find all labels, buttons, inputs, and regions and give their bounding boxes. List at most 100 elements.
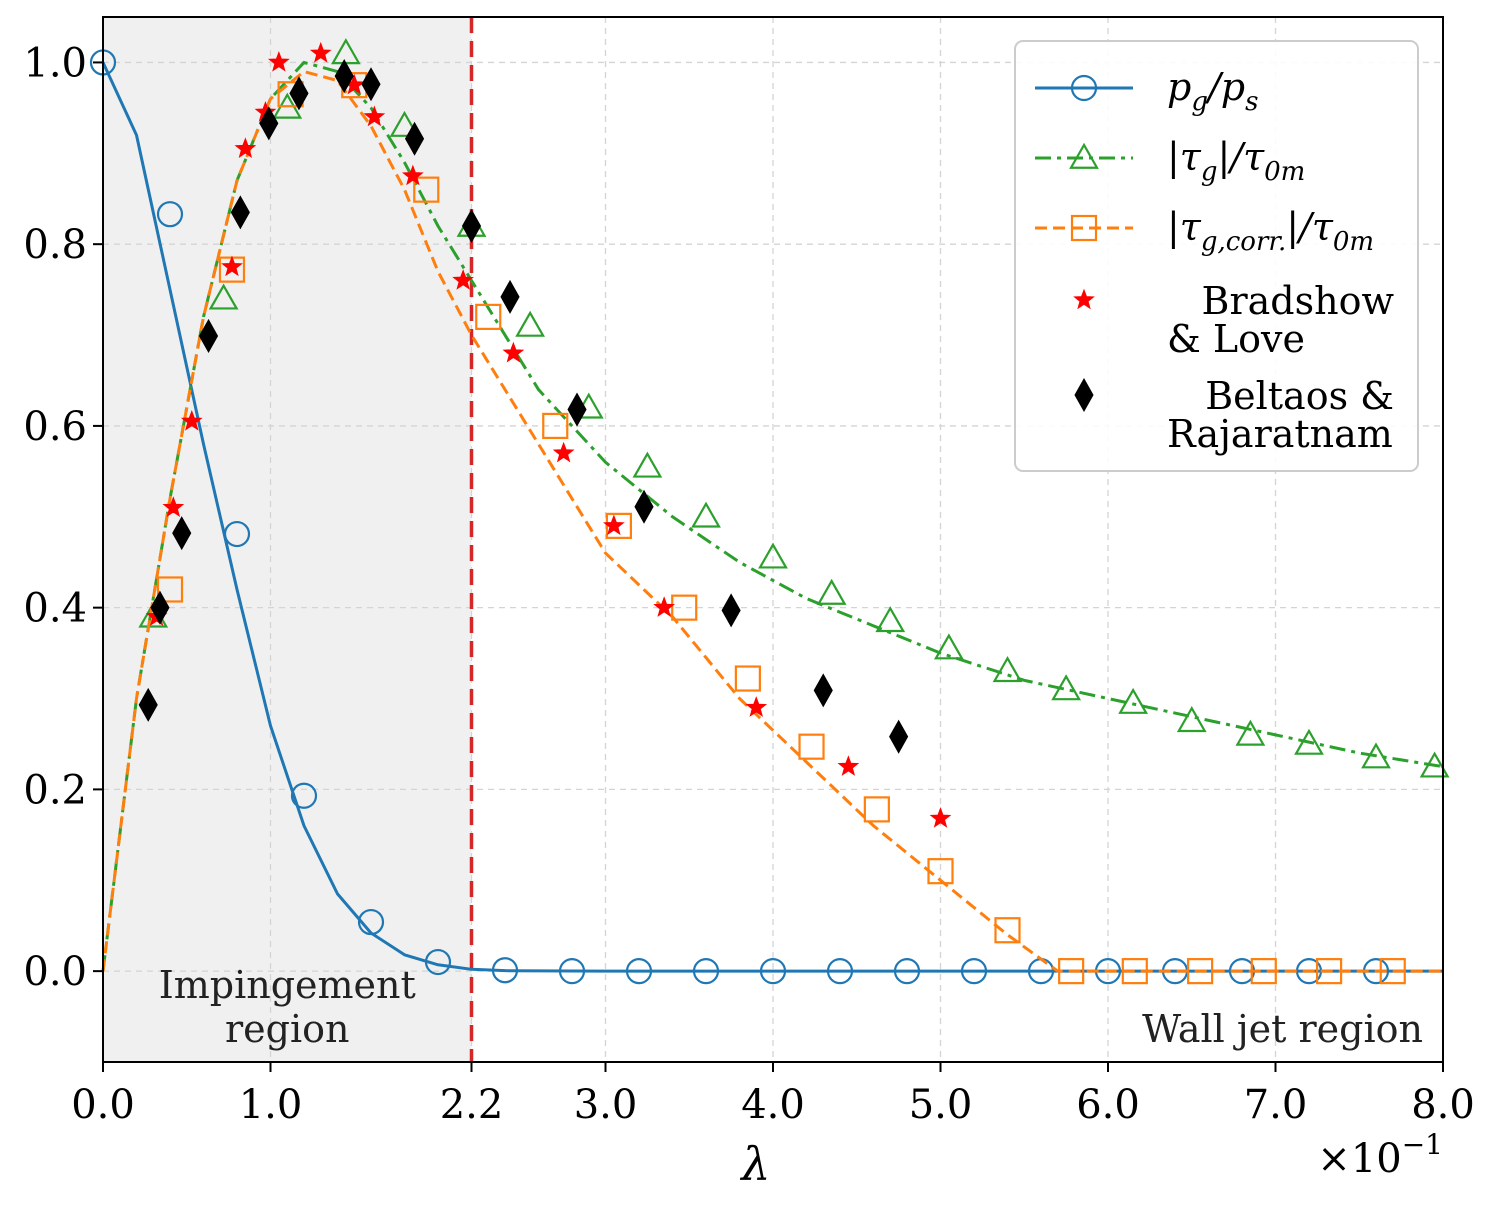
data-point-beltaos_rajaratnam (172, 516, 192, 551)
data-point-beltaos_rajaratnam (567, 392, 587, 427)
data-point-tau_g_corr (1315, 958, 1343, 985)
legend-marker-tau_g_corr (1070, 214, 1098, 242)
axis-ticks: 0.0 1.0 2.2 3.0 4.0 5.0 6.0 7.0 8.0 0.0 0.2 0.4 0.6 0… (23, 40, 1474, 1128)
legend-label-part: |/τ (1217, 135, 1265, 179)
data-point-beltaos_rajaratnam (461, 208, 482, 244)
data-point-beltaos_rajaratnam (198, 318, 219, 353)
data-point-tau_g_corr (475, 303, 502, 330)
data-point-tau_g_corr (156, 576, 184, 603)
y-tick-label: 0.6 (23, 404, 87, 450)
data-point-tau_g (208, 283, 239, 310)
x-axis-label: λ (739, 1137, 770, 1191)
data-point-tau_g_corr (798, 733, 825, 760)
x-axis-scale-note: ×10−1 (1317, 1128, 1443, 1182)
data-point-tau_g (1235, 719, 1266, 746)
data-point-pg_ps (558, 958, 586, 985)
data-point-tau_g (1118, 687, 1149, 714)
data-point-beltaos_rajaratnam (230, 195, 250, 230)
data-point-tau_g_corr (1121, 958, 1148, 985)
data-point-bradshow_love (234, 137, 257, 159)
data-point-pg_ps (826, 958, 854, 985)
data-point-pg_ps (290, 782, 318, 809)
data-point-tau_g_corr (542, 412, 569, 440)
series-line-tau_g (101, 60, 1444, 972)
data-point-beltaos_rajaratnam (289, 76, 309, 111)
data-point-bradshow_love (837, 755, 860, 776)
data-point-beltaos_rajaratnam (721, 593, 741, 628)
data-point-tau_g (875, 606, 906, 633)
data-point-pg_ps (960, 958, 988, 985)
data-point-pg_ps (491, 957, 519, 984)
y-tick-label: 1.0 (23, 40, 87, 86)
data-point-pg_ps (893, 958, 921, 985)
y-tick-label: 0.8 (23, 222, 87, 268)
data-point-tau_g (1294, 728, 1324, 755)
data-point-tau_g (1361, 742, 1391, 769)
x-tick-label: 8.0 (1411, 1082, 1475, 1128)
data-point-bradshow_love (502, 341, 525, 363)
legend-label-beltaos_rajaratnam: Beltaos & (1205, 374, 1394, 418)
data-point-bradshow_love (402, 164, 424, 186)
data-point-beltaos_rajaratnam (889, 719, 909, 754)
data-point-beltaos_rajaratnam (404, 121, 425, 156)
legend-label-part: |τ (1167, 135, 1202, 179)
data-point-tau_g (691, 501, 721, 528)
legend-label-part: |τ (1167, 205, 1202, 249)
data-point-tau_g_corr (1379, 958, 1406, 985)
data-point-beltaos_rajaratnam (334, 59, 354, 94)
data-point-pg_ps (156, 201, 184, 228)
legend-label-sub: 0m (1333, 227, 1374, 257)
legend-label-pg_ps: pg/ps (1167, 65, 1258, 117)
x-axis-scale-exponent: −1 (1402, 1128, 1443, 1161)
legend-label-part: |/τ (1286, 205, 1334, 249)
impingement-region-label-line2: region (225, 1007, 349, 1051)
data-point-bradshow_love (221, 255, 243, 277)
y-tick-label: 0.2 (23, 767, 87, 813)
data-point-tau_g_corr (671, 594, 698, 621)
y-tick-label: 0.4 (23, 586, 87, 632)
data-point-tau_g (389, 110, 420, 137)
data-point-bradshow_love (552, 441, 575, 463)
x-axis-scale-base: ×10 (1317, 1136, 1401, 1182)
wall-jet-region-label: Wall jet region (1142, 1007, 1423, 1051)
data-point-bradshow_love (452, 269, 474, 290)
region-labels: Impingement region Wall jet region (159, 963, 1423, 1051)
data-point-tau_g (758, 542, 788, 569)
series-line-pg_ps (101, 61, 1443, 973)
legend-label-tau_g: |τg|/τ0m (1167, 135, 1305, 187)
data-point-bradshow_love (268, 50, 290, 72)
series-beltaos_rajaratnam (138, 59, 909, 754)
legend-label-sub: g,corr. (1201, 227, 1286, 257)
legend-label-sub: 0m (1264, 157, 1305, 187)
x-tick-label: 4.0 (741, 1082, 805, 1128)
legend-marker-bradshow_love (1073, 288, 1095, 310)
data-point-bradshow_love (363, 105, 386, 127)
x-tick-label: 7.0 (1244, 1082, 1308, 1128)
data-point-tau_g_corr (1250, 958, 1277, 985)
data-point-tau_g_corr (927, 858, 954, 885)
data-point-tau_g (632, 451, 663, 478)
x-tick-label: 1.0 (239, 1082, 303, 1128)
x-tick-label: 6.0 (1076, 1082, 1140, 1128)
data-point-pg_ps (424, 948, 452, 976)
data-point-tau_g_corr (605, 512, 633, 539)
legend-label-bradshow_love: Bradshow (1202, 279, 1395, 323)
data-point-beltaos_rajaratnam (361, 67, 381, 102)
data-point-tau_g_corr (863, 796, 890, 823)
legend-marker-tau_g (1069, 142, 1099, 169)
data-point-beltaos_rajaratnam (259, 106, 279, 141)
data-point-bradshow_love (309, 41, 332, 63)
data-point-bradshow_love (745, 696, 768, 717)
data-point-tau_g (1176, 706, 1207, 733)
data-point-beltaos_rajaratnam (138, 687, 158, 722)
x-tick-label: 3.0 (574, 1082, 638, 1128)
legend-marker-pg_ps (1070, 74, 1098, 102)
data-point-pg_ps (625, 958, 653, 985)
data-point-tau_g (992, 656, 1023, 683)
x-tick-label: 2.2 (440, 1082, 504, 1128)
legend-marker-beltaos_rajaratnam (1074, 377, 1094, 413)
data-point-tau_g (515, 310, 546, 337)
x-tick-label: 5.0 (909, 1082, 973, 1128)
